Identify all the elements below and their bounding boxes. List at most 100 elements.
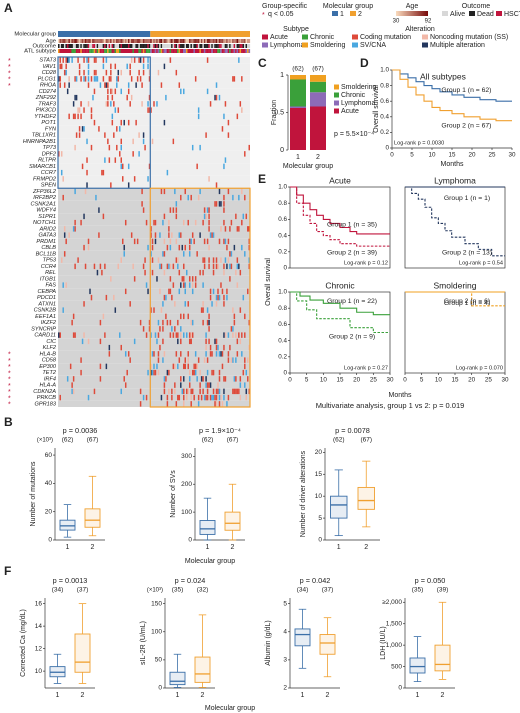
x-tick-label: 2 [231,544,235,551]
alteration-cell [151,257,154,263]
age-cell [139,39,142,43]
alteration-cell [224,332,227,338]
row-bg [58,257,250,264]
alteration-cell [99,376,102,382]
subtype-cell [191,49,194,53]
subtype-cell [111,49,114,53]
alteration-cell [107,94,109,101]
row-bg [58,169,250,176]
legend-label: Noncoding mutation (SS) [430,34,508,41]
alteration-cell [162,251,164,257]
alteration-cell [122,176,124,182]
alteration-cell [153,307,155,313]
alteration-cell [187,219,189,226]
alteration-cell [227,119,230,126]
alteration-cell [233,244,236,251]
y-tick-label: 150 [151,600,162,607]
subtype-cell [184,49,187,53]
alteration-cell [194,276,197,282]
alteration-cell [102,63,105,70]
subtype-cell [168,49,170,53]
alteration-cell [177,257,179,263]
alteration-cell [191,319,194,326]
outcome-cell [159,44,161,48]
alteration-cell [183,394,185,401]
row-bg [58,394,250,401]
alteration-cell [159,232,161,238]
gene-label: CSNK2A1 [31,201,57,207]
age-cell [218,39,221,43]
row-bg [58,69,250,76]
age-cell [165,39,167,43]
alteration-cell [174,188,176,195]
alteration-cell [116,82,118,88]
chart-title: All subtypes [420,71,466,81]
alteration-cell [74,219,76,226]
age-cell [188,39,191,43]
alteration-cell [205,132,207,138]
alteration-cell [184,244,186,251]
outcome-cell [80,44,82,48]
subtype-cell [138,49,140,53]
alteration-cell [124,351,127,357]
age-cell [142,39,145,43]
alteration-cell [145,219,148,226]
alteration-cell [129,357,131,363]
alteration-cell [221,288,224,295]
gene-label: RLTPR [38,158,56,164]
alteration-cell [59,82,61,88]
outcome-cell [160,44,163,48]
outcome-cell [129,44,132,48]
alteration-cell [60,63,63,70]
subtype-cell [236,49,239,53]
subtype-cell [248,49,251,53]
subtype-cell [89,49,91,53]
subtype-cell [178,49,181,53]
alteration-cell [248,226,250,232]
alteration-cell [72,113,75,120]
age-cell [208,39,210,43]
x-tick-label: 1 [66,544,70,551]
alteration-cell [153,351,155,357]
alteration-cell [89,288,91,295]
alteration-cell [147,107,149,113]
alteration-cell [190,401,192,407]
outcome-cell [101,44,103,48]
alteration-cell [206,382,209,388]
subtype-cell [151,49,154,53]
subtype-cell [227,49,230,53]
alteration-cell [203,357,206,363]
x-tick-label: 15 [336,377,344,384]
alteration-cell [197,401,200,407]
alteration-cell [191,232,194,238]
y-tick-label: 0.4 [380,113,389,120]
alteration-cell [150,251,152,257]
alteration-cell [208,176,210,182]
alteration-cell [75,94,78,101]
alteration-cell [101,269,103,276]
outcome-cell [224,44,227,48]
subtype-cell [120,49,123,53]
row-bg [58,319,250,326]
alteration-cell [147,369,149,376]
alteration-cell [211,232,213,238]
alteration-cell [153,219,155,226]
alteration-cell [186,388,188,395]
alteration-cell [169,263,172,270]
alteration-cell [206,207,209,213]
subtype-cell [183,49,185,53]
alteration-cell [209,382,212,388]
subtype-cell [71,49,73,53]
y-axis-label: Overall survival [373,85,380,133]
subtype-cell [59,49,62,53]
y-tick-label: 40 [45,480,53,487]
alteration-cell [232,326,234,332]
alteration-cell [202,301,204,307]
alteration-cell [183,251,185,257]
gene-label: GATA3 [38,233,56,239]
alteration-cell [93,263,96,270]
alteration-cell [110,101,112,107]
outcome-cell [232,44,234,48]
alteration-cell [142,69,145,76]
outcome-cell [187,44,190,48]
